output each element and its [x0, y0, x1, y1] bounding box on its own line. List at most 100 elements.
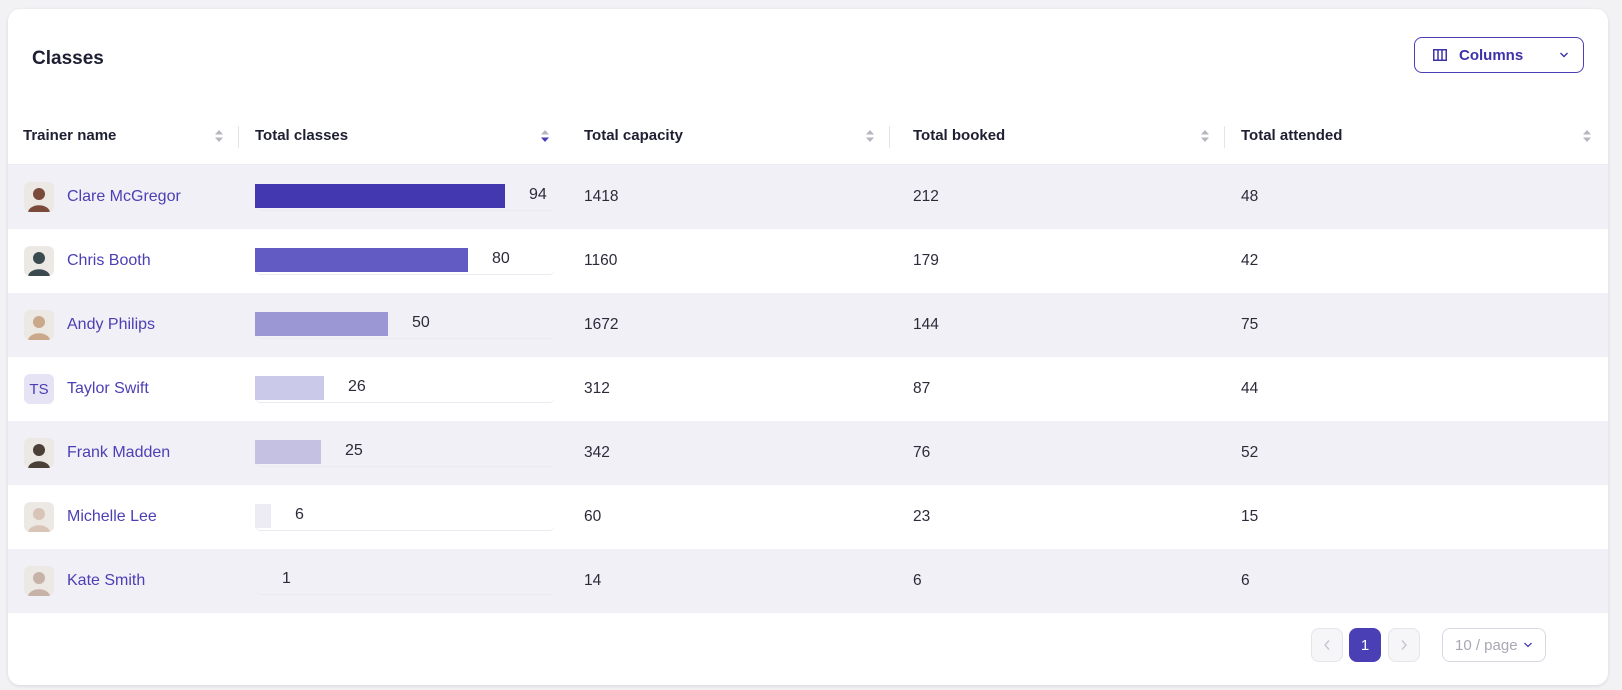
total-booked-cell: 23 — [913, 508, 931, 525]
trainer-name-link[interactable]: Michelle Lee — [67, 508, 157, 525]
classes-value: 25 — [345, 442, 363, 459]
classes-bar — [255, 184, 505, 208]
classes-value: 26 — [348, 378, 366, 395]
total-capacity-cell: 1418 — [584, 188, 619, 205]
trainer-cell: Chris Booth — [24, 229, 240, 293]
trainer-cell: TS Taylor Swift — [24, 357, 240, 421]
classes-bar — [255, 376, 324, 400]
columns-icon — [1433, 49, 1447, 61]
page-size-select[interactable]: 10 / page — [1442, 628, 1546, 662]
pagination: 1 10 / page — [8, 628, 1608, 662]
chevron-down-icon — [1524, 642, 1532, 648]
page-button[interactable]: 1 — [1349, 628, 1381, 662]
bar-track — [255, 567, 555, 595]
total-attended-cell: 44 — [1241, 380, 1259, 397]
trainer-name-link[interactable]: Andy Philips — [67, 316, 156, 333]
header-total-classes[interactable]: Total classes — [255, 105, 565, 165]
bar-track — [255, 503, 555, 531]
avatar — [24, 438, 54, 468]
total-capacity-cell: 1672 — [584, 316, 619, 333]
avatar-initials: TS — [29, 380, 49, 398]
trainer-cell: Andy Philips — [24, 293, 240, 357]
total-attended-cell: 52 — [1241, 444, 1259, 461]
sort-icon[interactable] — [865, 129, 875, 143]
prev-page-button[interactable] — [1311, 628, 1343, 662]
table-row: Clare McGregor 94 1418 212 48 — [8, 165, 1608, 229]
total-attended-cell: 15 — [1241, 508, 1259, 525]
person-icon — [24, 438, 54, 468]
total-attended-cell: 6 — [1241, 572, 1250, 589]
table-row: Andy Philips 50 1672 144 75 — [8, 293, 1608, 357]
person-icon — [24, 502, 54, 532]
total-booked-cell: 76 — [913, 444, 931, 461]
person-icon — [24, 566, 54, 596]
total-attended-cell: 75 — [1241, 316, 1259, 333]
trainer-cell: Frank Madden — [24, 421, 240, 485]
avatar — [24, 566, 54, 596]
total-classes-cell: 1 — [255, 549, 565, 613]
card-title: Classes — [32, 48, 104, 69]
trainer-name-link[interactable]: Frank Madden — [67, 444, 171, 461]
classes-card: Classes Columns Trainer name Total class… — [8, 9, 1608, 685]
columns-button-label: Columns — [1459, 46, 1524, 64]
total-classes-cell: 50 — [255, 293, 565, 357]
sort-icon[interactable] — [1200, 129, 1210, 143]
trainer-cell: Clare McGregor — [24, 165, 240, 229]
header-total-booked[interactable]: Total booked — [913, 105, 1225, 165]
classes-value: 50 — [412, 314, 430, 331]
total-capacity-cell: 1160 — [584, 252, 618, 269]
header-trainer-name[interactable]: Trainer name — [23, 105, 239, 165]
total-classes-cell: 80 — [255, 229, 565, 293]
table-row: TS Taylor Swift 26 312 87 44 — [8, 357, 1608, 421]
trainer-name-link[interactable]: Chris Booth — [67, 252, 151, 269]
sort-icon[interactable] — [214, 129, 224, 143]
table-row: Chris Booth 80 1160 179 42 — [8, 229, 1608, 293]
total-classes-cell: 25 — [255, 421, 565, 485]
total-classes-cell: 6 — [255, 485, 565, 549]
sort-icon[interactable] — [1582, 129, 1592, 143]
total-booked-cell: 144 — [913, 316, 939, 333]
classes-value: 80 — [492, 250, 510, 267]
columns-button[interactable]: Columns — [1414, 37, 1584, 73]
classes-value: 6 — [295, 506, 304, 523]
total-capacity-cell: 14 — [584, 572, 602, 589]
total-capacity-cell: 60 — [584, 508, 602, 525]
next-page-button[interactable] — [1388, 628, 1420, 662]
bar-track — [255, 311, 555, 339]
trainer-cell: Michelle Lee — [24, 485, 240, 549]
total-classes-cell: 94 — [255, 165, 565, 229]
total-capacity-cell: 312 — [584, 380, 610, 397]
bar-track — [255, 247, 555, 275]
sort-descending-icon[interactable] — [540, 129, 550, 143]
trainer-name-link[interactable]: Taylor Swift — [67, 380, 149, 397]
bar-track — [255, 375, 555, 403]
trainer-name-link[interactable]: Kate Smith — [67, 572, 146, 589]
table-body: Clare McGregor 94 1418 212 48 Chris Booth 80 11… — [8, 165, 1608, 613]
header-total-capacity[interactable]: Total capacity — [584, 105, 890, 165]
avatar — [24, 182, 54, 212]
total-capacity-cell: 342 — [584, 444, 610, 461]
trainer-name-link[interactable]: Clare McGregor — [67, 188, 181, 205]
table-row: Frank Madden 25 342 76 52 — [8, 421, 1608, 485]
classes-bar — [255, 312, 388, 336]
classes-value: 94 — [529, 186, 547, 203]
classes-bar — [255, 248, 468, 272]
total-attended-cell: 42 — [1241, 252, 1259, 269]
total-classes-cell: 26 — [255, 357, 565, 421]
total-booked-cell: 87 — [913, 380, 931, 397]
person-icon — [24, 310, 54, 340]
table-row: Michelle Lee 6 60 23 15 — [8, 485, 1608, 549]
chevron-down-icon — [1560, 52, 1568, 58]
bar-track — [255, 439, 555, 467]
avatar: TS — [24, 374, 54, 404]
avatar — [24, 502, 54, 532]
table-row: Kate Smith 1 14 6 6 — [8, 549, 1608, 613]
bar-track — [255, 183, 555, 211]
total-attended-cell: 48 — [1241, 188, 1259, 205]
chevron-right-icon — [1401, 640, 1407, 650]
person-icon — [24, 182, 54, 212]
avatar — [24, 310, 54, 340]
trainer-cell: Kate Smith — [24, 549, 240, 613]
header-total-attended[interactable]: Total attended — [1241, 105, 1592, 165]
avatar — [24, 246, 54, 276]
